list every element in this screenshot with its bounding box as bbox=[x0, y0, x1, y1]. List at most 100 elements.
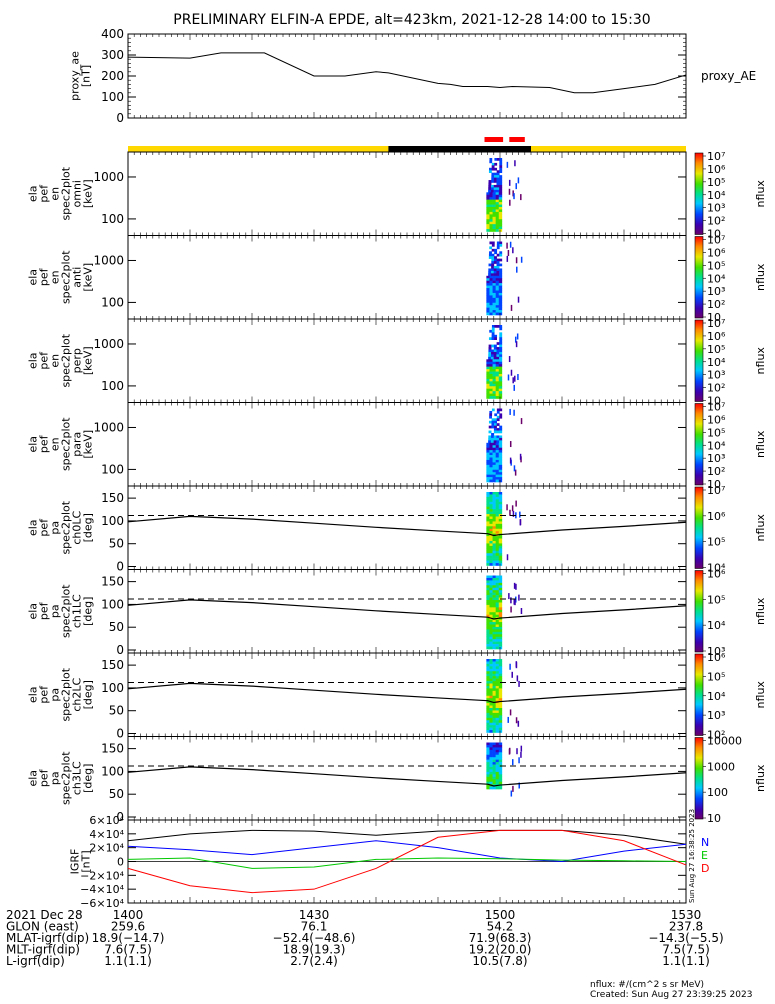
spectrogram-cell bbox=[488, 354, 492, 358]
y-tick-label: 100 bbox=[101, 90, 124, 104]
spectrogram-cell bbox=[493, 347, 497, 350]
spectrogram-cell bbox=[492, 747, 496, 751]
spectrogram-streak bbox=[509, 663, 511, 670]
spectrogram-cell bbox=[499, 349, 503, 353]
spectrogram-cell bbox=[494, 172, 497, 176]
spectrogram-cell bbox=[498, 683, 503, 687]
spectrogram-cell bbox=[492, 526, 496, 530]
y-tick-label: 1000 bbox=[93, 253, 124, 267]
spectrogram-cell bbox=[495, 644, 500, 647]
colorbar-label-text: nflux bbox=[754, 430, 767, 458]
spectrogram-cell bbox=[486, 563, 490, 566]
spectrogram-cell bbox=[495, 688, 500, 692]
spectrogram-cell bbox=[495, 614, 500, 618]
spectrogram-cell bbox=[489, 754, 493, 758]
spectrogram-streak bbox=[506, 161, 509, 168]
spectrogram-cell bbox=[488, 263, 492, 267]
spectrogram-cell bbox=[495, 383, 500, 387]
spectrogram-cell bbox=[495, 666, 500, 670]
spectrogram-cell bbox=[498, 455, 503, 458]
spectrogram-cell bbox=[486, 494, 490, 498]
spectrogram-cell bbox=[489, 506, 493, 510]
spectrogram-cell bbox=[495, 192, 500, 196]
spectrogram-cell bbox=[489, 514, 493, 517]
spectrogram-cell bbox=[496, 437, 500, 441]
spectrogram-cell bbox=[486, 587, 490, 591]
spectrogram-cell bbox=[489, 207, 493, 210]
spectrogram-cell bbox=[495, 514, 500, 517]
y-tick-label: 100 bbox=[101, 764, 124, 778]
colorbar-label-text: nflux bbox=[754, 514, 767, 542]
spectrogram-cell bbox=[486, 602, 490, 606]
ephemeris-value: 2.7(2.4) bbox=[290, 954, 338, 968]
spectrogram-streak bbox=[520, 751, 522, 758]
spectrogram-cell bbox=[495, 388, 500, 392]
spectrogram-cell bbox=[498, 644, 503, 647]
spectrogram-cell bbox=[486, 695, 490, 699]
spectrogram-cell bbox=[486, 715, 490, 719]
spectrogram-cell bbox=[486, 194, 490, 198]
y-axis-label-line: en bbox=[49, 187, 62, 201]
spectrogram-cell bbox=[498, 305, 503, 308]
spectrogram-cell bbox=[492, 280, 496, 284]
spectrogram-streak bbox=[507, 716, 509, 723]
colorbar-label: nflux bbox=[754, 430, 767, 458]
spectrogram-cell bbox=[491, 165, 495, 169]
colorbar-label: nflux bbox=[754, 180, 767, 208]
spectrogram-cell bbox=[489, 779, 493, 782]
y-tick-label: −2×10⁴ bbox=[80, 869, 124, 882]
colorbar-tick-label: 10⁴ bbox=[707, 690, 726, 703]
spectrogram-cell bbox=[498, 472, 503, 475]
spectrogram-cell bbox=[495, 305, 500, 308]
spectrogram-cell bbox=[492, 442, 496, 446]
spectrogram-cell bbox=[498, 769, 503, 773]
spectrogram-cell bbox=[495, 526, 500, 530]
spectrogram-cell bbox=[498, 209, 503, 213]
spectrogram-cell bbox=[486, 712, 490, 716]
spectrogram-cell bbox=[492, 467, 496, 471]
spectrogram-cell bbox=[489, 659, 493, 662]
y-tick-label: 150 bbox=[101, 742, 124, 756]
spectrogram-cell bbox=[489, 378, 493, 382]
spectrogram-streak bbox=[507, 374, 510, 381]
spectrogram-cell bbox=[488, 253, 492, 257]
spectrogram-cell bbox=[498, 786, 503, 790]
spectrogram-cell bbox=[495, 300, 500, 304]
spectrogram-cell bbox=[486, 676, 490, 679]
colorbar-tick-label: 10² bbox=[707, 382, 725, 395]
spectrogram-cell bbox=[495, 587, 500, 591]
spectrogram-cell bbox=[489, 536, 493, 539]
spectrogram-cell bbox=[489, 447, 493, 451]
spectrogram-cell bbox=[486, 504, 490, 507]
colorbar-tick-label: 10⁴ bbox=[707, 356, 726, 369]
spectrogram-cell bbox=[491, 329, 495, 333]
spectrogram-cell bbox=[486, 288, 490, 291]
spectrogram-cell bbox=[492, 659, 496, 662]
spectrogram-cell bbox=[489, 518, 493, 522]
spectrogram-cell bbox=[486, 754, 490, 758]
spectrogram-cell bbox=[489, 595, 493, 598]
spectrogram-cell bbox=[495, 391, 500, 394]
spectrogram-cell bbox=[489, 371, 493, 375]
spectrogram-cell bbox=[486, 690, 490, 694]
spectrogram-frame bbox=[127, 402, 687, 487]
spectrogram-cell bbox=[489, 167, 492, 171]
spectrogram-streak bbox=[517, 374, 519, 381]
spectrogram-cell bbox=[492, 639, 496, 642]
spectrogram-cell bbox=[486, 722, 490, 726]
spectrogram-cell bbox=[498, 698, 503, 701]
spectrogram-cell bbox=[495, 214, 500, 218]
spectrogram-cell bbox=[489, 388, 493, 392]
spectrogram-cell bbox=[498, 388, 503, 392]
spectrogram-cell bbox=[489, 216, 493, 220]
spectrogram-cell bbox=[498, 300, 503, 304]
spectrogram-streak bbox=[508, 593, 510, 600]
spectrogram-cell bbox=[489, 464, 493, 468]
spectrogram-cell bbox=[492, 511, 496, 515]
spectrogram-cell bbox=[495, 725, 500, 728]
spectrogram-cell bbox=[495, 501, 500, 505]
spectrogram-cell bbox=[489, 712, 493, 716]
y-axis-label-line: pef bbox=[38, 685, 51, 704]
